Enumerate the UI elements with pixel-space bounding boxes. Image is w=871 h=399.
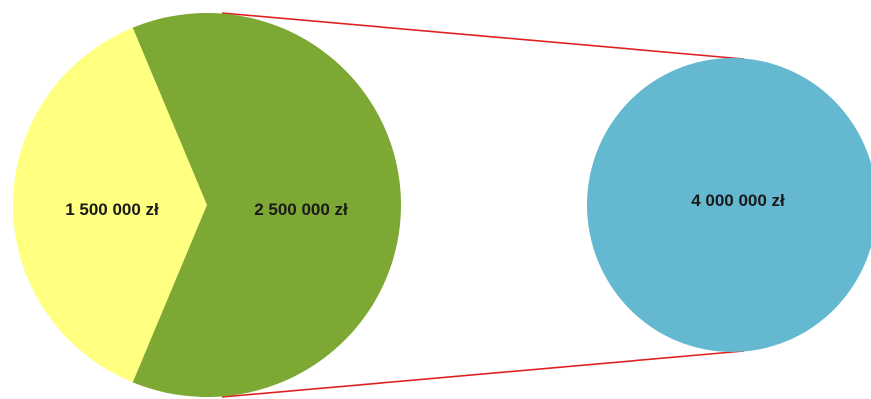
slice-label-1500000: 1 500 000 zł: [65, 200, 159, 219]
total-label: 4 000 000 zł: [691, 191, 785, 210]
connector-line-bottom: [221, 350, 745, 398]
slice-label-2500000: 2 500 000 zł: [254, 200, 348, 219]
total-circle[interactable]: [587, 58, 871, 352]
connector-line-top: [221, 12, 745, 60]
pie-slice-1500000[interactable]: [13, 27, 208, 383]
pie-slice-2500000[interactable]: [132, 12, 402, 398]
